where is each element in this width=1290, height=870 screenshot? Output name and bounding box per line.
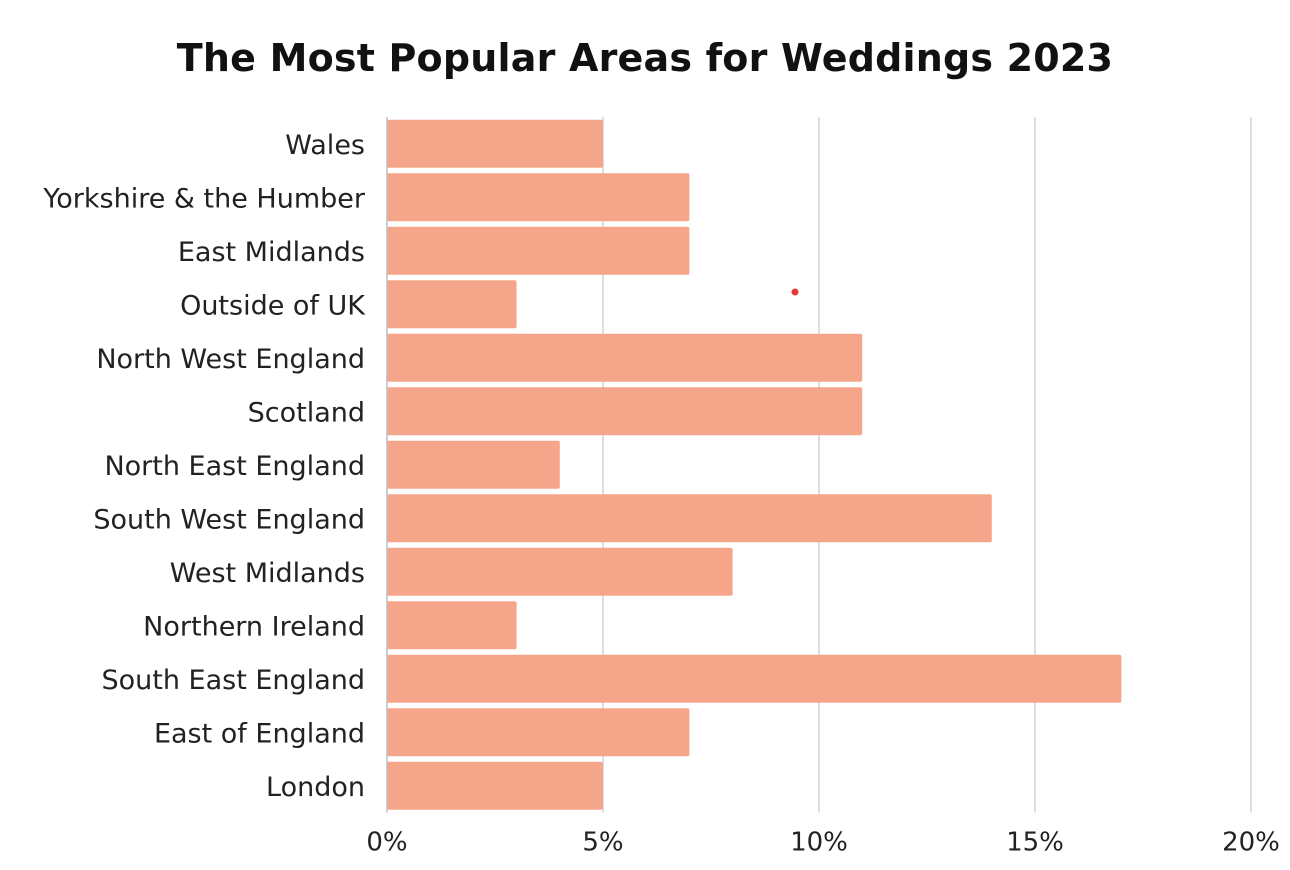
category-label: West Midlands	[170, 558, 365, 589]
bar-west-midlands	[387, 547, 733, 596]
category-label: Scotland	[248, 397, 365, 428]
x-tick-labels: 0% 5% 10% 15% 20%	[366, 828, 1280, 858]
bar-london	[387, 761, 603, 810]
category-label: North West England	[96, 344, 365, 375]
category-label: Northern Ireland	[143, 611, 365, 642]
category-label: South East England	[101, 665, 365, 696]
x-tick-label: 15%	[1006, 828, 1064, 858]
x-tick-label: 10%	[790, 828, 848, 858]
bars	[387, 119, 1122, 810]
bar-scotland	[387, 387, 863, 436]
x-tick-label: 5%	[582, 828, 623, 858]
bar-east-midlands	[387, 226, 690, 275]
x-tick-label: 0%	[366, 828, 407, 858]
marker-dot	[791, 288, 799, 296]
category-label: London	[266, 772, 365, 803]
category-label: East of England	[154, 718, 365, 749]
chart-title: The Most Popular Areas for Weddings 2023	[176, 36, 1114, 80]
bar-north-east-england	[387, 440, 560, 489]
category-label: Wales	[285, 130, 365, 161]
category-label: Outside of UK	[180, 290, 366, 321]
bar-outside-of-uk	[387, 280, 517, 329]
grid-lines	[602, 117, 1252, 813]
bar-northern-ireland	[387, 601, 517, 650]
bar-south-east-england	[387, 654, 1122, 703]
category-label: South West England	[93, 504, 365, 535]
category-label: East Midlands	[178, 237, 365, 268]
x-tick-label: 20%	[1222, 828, 1280, 858]
category-label: North East England	[104, 451, 365, 482]
bar-yorkshire-the-humber	[387, 173, 690, 222]
bar-north-west-england	[387, 333, 863, 382]
category-labels: Wales Yorkshire & the Humber East Midlands…	[42, 130, 366, 803]
bar-wales	[387, 119, 603, 168]
bar-east-of-england	[387, 708, 690, 757]
category-label: Yorkshire & the Humber	[42, 183, 366, 214]
bar-south-west-england	[387, 494, 992, 543]
